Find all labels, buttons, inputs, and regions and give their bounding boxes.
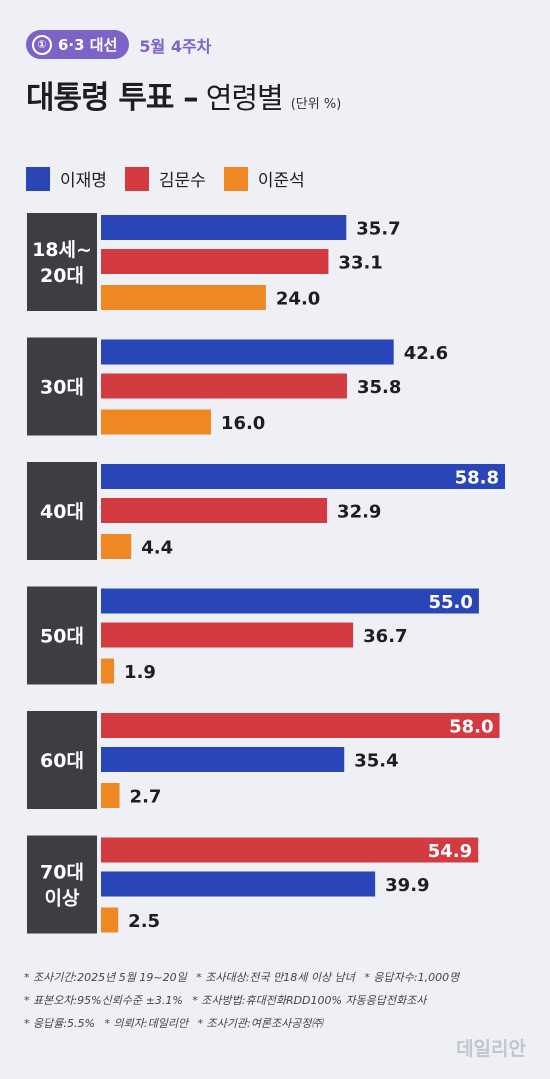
election-badge: ① 6·3 대선: [26, 30, 130, 59]
data-label: 58.8: [455, 468, 499, 489]
note-client: * 의뢰자:데일리안: [104, 1017, 189, 1030]
note-sample-size: * 응답자수:1,000명: [364, 971, 460, 984]
legend-swatch: [26, 166, 50, 191]
age-group-label: 50대: [40, 626, 84, 648]
unit-label: (단위 %): [290, 97, 342, 112]
age-group-label: 이상: [45, 888, 80, 910]
title-row: 대통령 투표 – 연령별 (단위 %): [26, 72, 341, 117]
legend-swatch: [124, 166, 149, 191]
bar-김문수: [101, 373, 347, 399]
legend: 이재명 김문수 이준석: [26, 166, 305, 191]
bar-이재명: [101, 747, 345, 772]
header-tag: ① 6·3 대선 5월 4주차: [26, 30, 211, 59]
data-label: 1.9: [124, 662, 156, 683]
data-label: 42.6: [404, 343, 448, 364]
age-group-label: 30대: [40, 377, 84, 399]
page-title: 대통령 투표 –: [26, 80, 199, 116]
watermark-logo: 데일리안: [456, 1038, 526, 1060]
age-group-label: 20대: [40, 265, 84, 287]
legend-item-lee-junseok: 이준석: [223, 166, 305, 191]
age-group-box: [27, 586, 97, 685]
age-group-label: 18세~: [32, 239, 92, 261]
data-label: 24.0: [276, 289, 320, 310]
age-group-box: [27, 337, 97, 436]
age-group-box: [27, 213, 97, 311]
note-margin-of-error: * 표본오차:95%신뢰수준 ±3.1%: [24, 994, 183, 1007]
data-label: 35.7: [356, 219, 400, 240]
note-period: * 조사기간:2025년 5월 19~20일: [24, 971, 187, 984]
legend-label: 이준석: [257, 171, 305, 191]
bar-이재명: [101, 464, 506, 489]
bar-이재명: [101, 339, 394, 365]
legend-item-lee-jaemyung: 이재명: [26, 166, 107, 191]
bar-김문수: [101, 837, 479, 863]
age-group-box: [27, 711, 97, 809]
bar-김문수: [101, 622, 354, 648]
data-label: 35.4: [354, 751, 398, 772]
data-label: 54.9: [428, 841, 472, 862]
note-agency: * 조사기관:여론조사공정㈜: [197, 1017, 323, 1030]
bar-김문수: [101, 249, 329, 274]
data-label: 39.9: [385, 875, 429, 896]
bar-이준석: [101, 534, 132, 559]
page-subtitle: 연령별: [205, 81, 284, 115]
bar-이준석: [101, 409, 211, 435]
bar-이준석: [101, 658, 115, 684]
survey-notes: * 조사기간:2025년 5월 19~20일 * 조사대상:전국 만18세 이상…: [24, 966, 529, 1035]
bar-이준석: [101, 783, 120, 808]
election-label: 6·3 대선: [58, 36, 118, 54]
bar-김문수: [101, 498, 328, 523]
note-response-rate: * 응답률:5.5%: [24, 1017, 96, 1030]
data-label: 58.0: [449, 717, 493, 738]
data-label: 55.0: [428, 592, 472, 613]
bar-김문수: [101, 713, 500, 738]
ballot-icon: ①: [32, 34, 52, 55]
data-label: 4.4: [141, 538, 173, 559]
legend-item-kim-moonsoo: 김문수: [124, 166, 206, 191]
note-target: * 조사대상:전국 만18세 이상 남녀: [196, 971, 355, 984]
bar-이준석: [101, 285, 266, 310]
data-label: 16.0: [221, 413, 265, 434]
data-label: 32.9: [337, 502, 381, 523]
data-label: 33.1: [338, 253, 382, 274]
bar-이재명: [101, 215, 347, 240]
bar-이재명: [101, 871, 376, 897]
legend-swatch: [223, 166, 248, 191]
data-label: 2.5: [128, 911, 160, 932]
bar-chart: 18세~ 20대 35.7 33.1 24.0 30대 42.635.8 16.0 40대 58.…: [27, 213, 506, 934]
bar-이재명: [101, 588, 479, 614]
data-label: 35.8: [357, 377, 401, 398]
data-label: 36.7: [363, 626, 407, 647]
week-label: 5월 4주차: [139, 36, 212, 56]
age-group-box: [27, 835, 97, 934]
note-method: * 조사방법:휴대전화RDD100% 자동응답전화조사: [192, 994, 427, 1007]
bar-이준석: [101, 907, 119, 933]
age-group-label: 40대: [40, 501, 84, 523]
data-label: 2.7: [130, 787, 162, 808]
legend-label: 김문수: [158, 171, 206, 191]
legend-label: 이재명: [60, 171, 107, 191]
age-group-box: [27, 462, 97, 560]
age-group-label: 70대: [40, 862, 84, 884]
age-group-label: 60대: [40, 750, 84, 772]
